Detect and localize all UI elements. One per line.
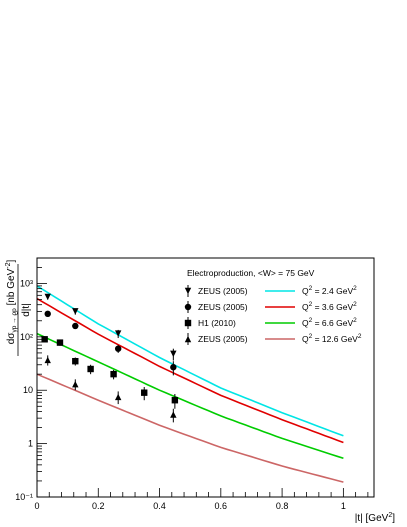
data-point-circle: [44, 310, 51, 318]
y-tick-label: 1: [28, 439, 33, 449]
data-point-triangle-down: [44, 293, 51, 301]
svg-text:dσγp → ϱp [nb GeV-2]: dσγp → ϱp [nb GeV-2]: [5, 260, 18, 345]
data-point-triangle-down: [72, 308, 79, 315]
data-point-triangle-up: [170, 411, 177, 418]
data-point-triangle-up: [44, 356, 51, 364]
data-point-square: [171, 397, 179, 404]
data-point-square: [41, 336, 48, 343]
data-point-triangle-down: [170, 350, 177, 358]
curve-2: [36, 297, 344, 444]
legend-label: ZEUS (2005): [198, 334, 248, 344]
x-tick-label: 0.2: [92, 501, 105, 511]
legend-marker-triangle-up: [184, 335, 192, 343]
data-point-square: [141, 389, 148, 396]
data-point-square: [87, 365, 94, 373]
data-point-square: [110, 370, 117, 378]
curve-4: [36, 373, 344, 483]
legend: Electroproduction, <W> = 75 GeV ZEUS (20…: [184, 268, 362, 345]
x-axis: 0 0.2 0.4 0.6 0.8 1: [34, 488, 369, 511]
y-tick-label: 10: [23, 385, 33, 395]
svg-text:d|t|: d|t|: [21, 303, 32, 317]
y-tick-label: 10⁻¹: [15, 492, 33, 502]
theory-curves: [36, 285, 344, 483]
legend-marker-circle: [184, 303, 192, 311]
curve-3: [36, 332, 344, 460]
legend-label: ZEUS (2005): [198, 302, 248, 312]
legend-label: Q2 = 2.4 GeV2: [302, 285, 357, 296]
legend-marker-triangle-down: [184, 287, 192, 295]
x-tick-label: 0.8: [276, 501, 289, 511]
x-tick-label: 1: [341, 501, 346, 511]
data-points: [41, 293, 179, 423]
plot-border: [36, 257, 375, 498]
x-axis-label: |t| [GeV2]: [355, 512, 395, 524]
legend-label: ZEUS (2005): [198, 286, 248, 296]
data-point-triangle-down: [114, 330, 122, 337]
data-point-square: [56, 339, 64, 346]
legend-label: Q2 = 3.6 GeV2: [302, 301, 357, 312]
legend-header: Electroproduction, <W> = 75 GeV: [187, 268, 315, 278]
data-point-circle: [170, 364, 177, 371]
x-tick-label: 0.6: [215, 501, 228, 511]
legend-label: Q2 = 12.6 GeV2: [302, 333, 362, 344]
data-point-triangle-up: [72, 380, 79, 388]
plot-frame: [36, 257, 375, 498]
curve-1: [36, 285, 344, 437]
y-tick-label: 10²: [20, 332, 33, 342]
legend-marker-square: [184, 319, 192, 327]
data-point-circle: [114, 345, 122, 352]
data-point-circle: [72, 322, 79, 330]
data-point-square: [72, 357, 79, 365]
data-point-triangle-up: [114, 393, 122, 401]
legend-label: H1 (2010): [198, 318, 236, 328]
y-tick-label: 10³: [20, 278, 33, 288]
legend-label: Q2 = 6.6 GeV2: [302, 317, 357, 328]
x-tick-label: 0: [34, 501, 39, 511]
y-axis: 10⁻¹ 1 10 10² 10³: [15, 257, 47, 502]
x-tick-label: 0.4: [153, 501, 166, 511]
